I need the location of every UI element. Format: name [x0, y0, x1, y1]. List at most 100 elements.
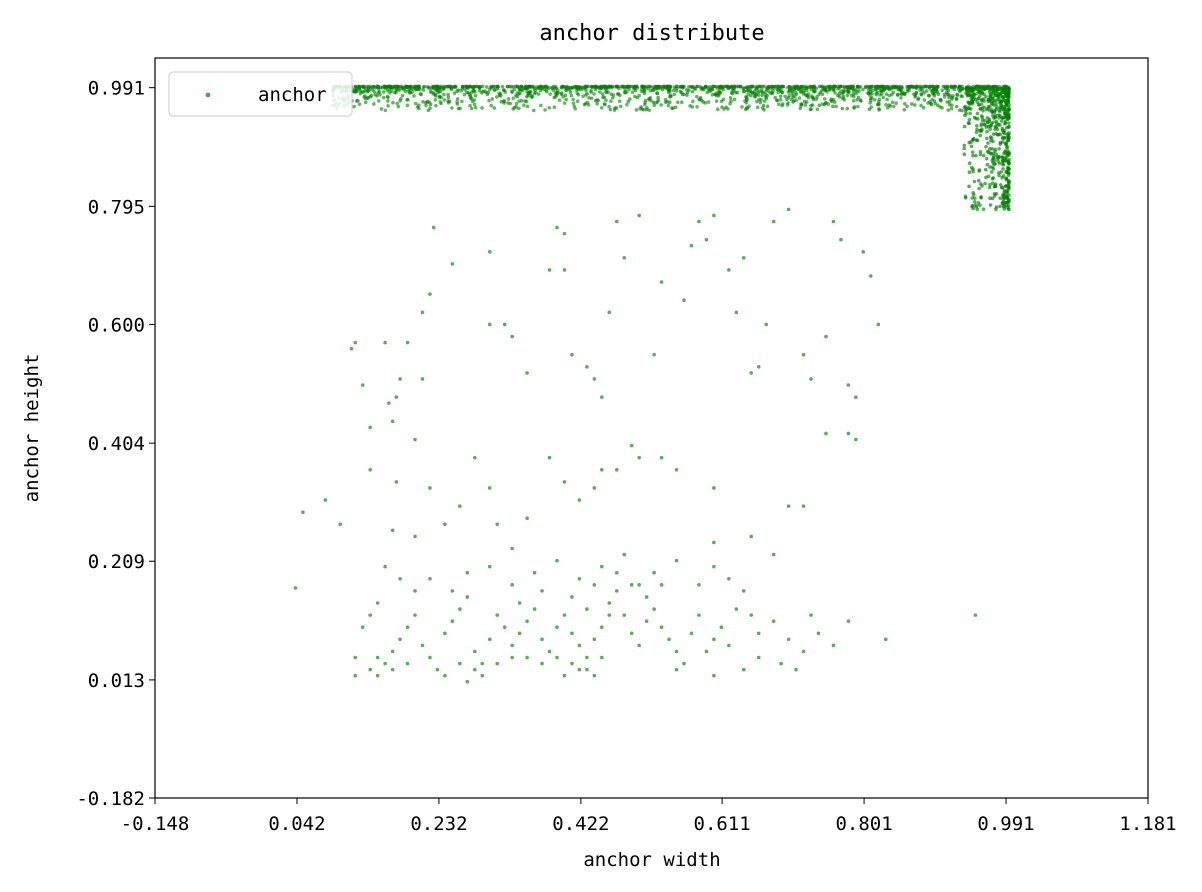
scatter-point [472, 649, 477, 654]
scatter-point [614, 219, 619, 224]
legend-label-anchor: anchor [258, 84, 327, 106]
scatter-point [472, 102, 477, 107]
scatter-point [398, 377, 402, 381]
scatter-point [534, 90, 538, 95]
scatter-point [999, 119, 1004, 123]
scatter-point [1004, 203, 1009, 207]
scatter-point [785, 97, 789, 102]
scatter-point [695, 84, 699, 89]
scatter-point [375, 673, 380, 678]
scatter-point [569, 93, 574, 98]
scatter-point [651, 88, 655, 93]
scatter-point [385, 94, 390, 99]
scatter-point [387, 401, 391, 405]
scatter-point [809, 377, 813, 381]
scatter-point [378, 92, 382, 97]
scatter-point [949, 103, 954, 107]
scatter-point [794, 667, 798, 672]
scatter-point [734, 607, 739, 611]
scatter-point [421, 100, 425, 104]
scatter-point [1007, 112, 1011, 116]
scatter-point [803, 103, 808, 107]
scatter-point [585, 667, 589, 672]
chart-title: anchor distribute [539, 21, 764, 46]
scatter-point [870, 95, 874, 100]
scatter-point [383, 340, 387, 345]
scatter-point [405, 625, 410, 630]
scatter-point [765, 93, 769, 98]
scatter-point [690, 85, 695, 90]
scatter-point [991, 132, 996, 136]
scatter-point [998, 183, 1003, 187]
scatter-point [659, 583, 664, 587]
scatter-point [992, 116, 996, 120]
scatter-point [469, 90, 474, 95]
scatter-point [355, 89, 359, 93]
scatter-point [743, 107, 748, 112]
scatter-point [856, 104, 860, 109]
scatter-point [606, 90, 611, 94]
scatter-point [506, 97, 511, 101]
scatter-point [390, 419, 395, 424]
x-tick-label: 0.042 [268, 813, 325, 835]
scatter-point [867, 107, 872, 112]
scatter-point [822, 97, 827, 101]
scatter-point [925, 84, 929, 89]
scatter-point [465, 679, 470, 684]
scatter-point [617, 99, 622, 104]
scatter-point [391, 100, 395, 105]
scatter-point [851, 84, 855, 89]
scatter-point [914, 85, 918, 90]
scatter-point [459, 89, 463, 93]
scatter-point [980, 90, 985, 95]
scatter-point [998, 99, 1003, 104]
scatter-point [413, 101, 418, 106]
scatter-point [637, 213, 641, 218]
scatter-point [885, 105, 890, 110]
scatter-point [547, 649, 552, 654]
scatter-point [966, 100, 970, 104]
scatter-point [719, 99, 724, 104]
scatter-point [651, 100, 656, 105]
scatter-point [919, 103, 923, 108]
scatter-point [793, 85, 797, 90]
scatter-point [984, 175, 988, 180]
scatter-point [398, 637, 402, 642]
scatter-point [922, 91, 927, 95]
scatter-point [449, 87, 454, 92]
scatter-point [593, 87, 598, 92]
scatter-point [652, 607, 656, 611]
scatter-point [728, 96, 733, 100]
scatter-point [413, 534, 417, 539]
scatter-point [629, 443, 634, 448]
scatter-point [819, 84, 823, 89]
scatter-point [840, 84, 845, 89]
scatter-point [980, 97, 984, 102]
scatter-point [555, 625, 559, 630]
scatter-point [991, 96, 995, 101]
scatter-point [973, 97, 978, 102]
scatter-point [523, 86, 528, 91]
scatter-point [814, 86, 819, 91]
scatter-point [450, 589, 455, 593]
scatter-point [372, 102, 376, 106]
scatter-point [355, 99, 359, 103]
scatter-point [971, 193, 976, 197]
scatter-point [994, 207, 998, 211]
scatter-point [674, 667, 679, 672]
scatter-point [971, 136, 976, 141]
scatter-point [965, 86, 970, 91]
scatter-point [998, 196, 1002, 200]
scatter-point [974, 116, 978, 121]
scatter-point [540, 589, 544, 593]
scatter-point [1007, 150, 1011, 155]
scatter-point [1006, 100, 1011, 104]
scatter-point [480, 90, 484, 95]
scatter-point [984, 156, 989, 161]
scatter-point [421, 88, 426, 92]
scatter-point [538, 88, 543, 93]
scatter-point [954, 96, 959, 101]
scatter-point [375, 84, 379, 89]
scatter-point [678, 89, 683, 94]
scatter-point [428, 655, 432, 660]
